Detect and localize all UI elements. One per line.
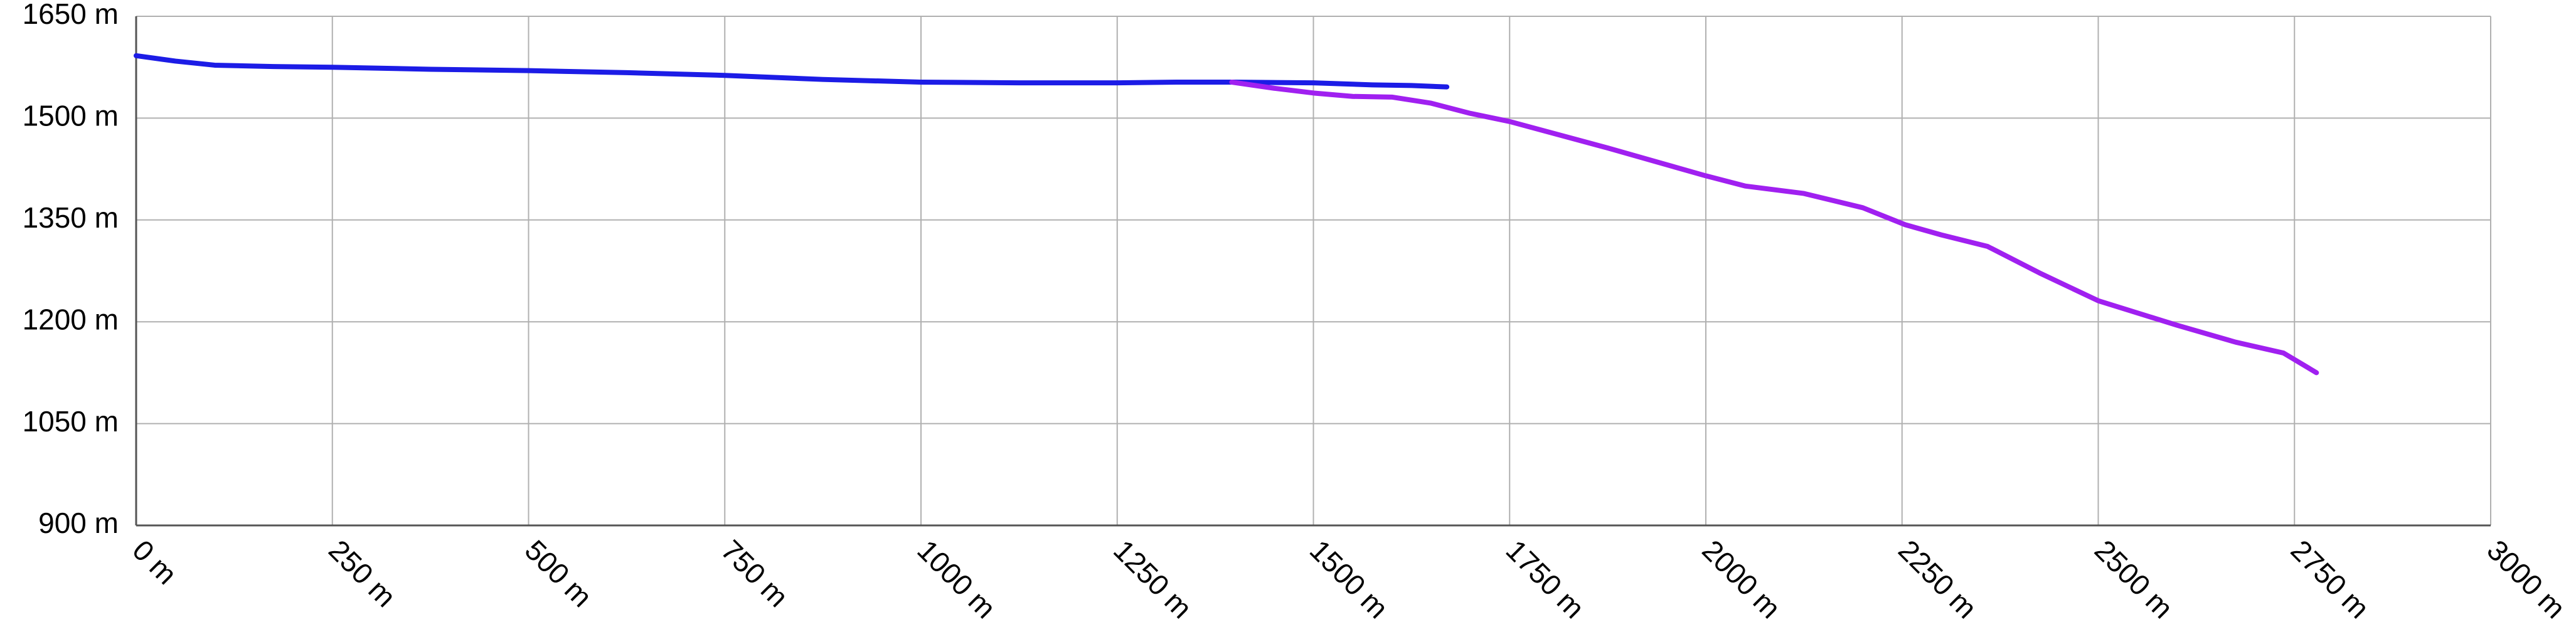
x-tick-label: 2500 m — [2089, 534, 2179, 624]
x-tick-label: 750 m — [715, 534, 795, 613]
x-tick-label: 2250 m — [1892, 534, 1983, 624]
x-tick-label: 1000 m — [911, 534, 1002, 624]
elevation-line — [134, 53, 1450, 90]
y-tick-label: 1200 m — [23, 303, 119, 335]
x-tick-label: 500 m — [519, 534, 599, 613]
x-tick-label: 1250 m — [1107, 534, 1198, 624]
elevation-line — [1229, 80, 2319, 376]
y-tick-label: 1650 m — [23, 0, 119, 30]
x-tick-label: 1750 m — [1500, 534, 1591, 624]
y-tick-label: 900 m — [38, 507, 119, 539]
x-tick-label: 2750 m — [2285, 534, 2376, 624]
x-tick-label: 2000 m — [1696, 534, 1787, 624]
x-tick-label: 0 m — [126, 534, 183, 591]
y-tick-label: 1050 m — [23, 405, 119, 438]
x-tick-label: 250 m — [322, 534, 402, 613]
x-tick-label: 3000 m — [2481, 534, 2572, 624]
x-tick-label: 1500 m — [1304, 534, 1395, 624]
y-tick-label: 1500 m — [23, 100, 119, 132]
y-tick-label: 1350 m — [23, 201, 119, 234]
